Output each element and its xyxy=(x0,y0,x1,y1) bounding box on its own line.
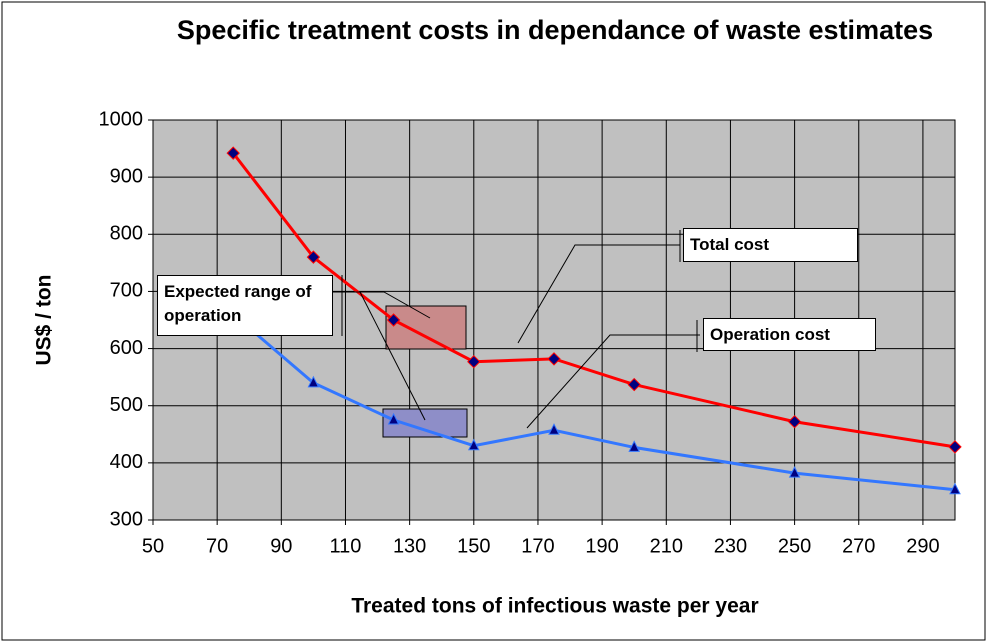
marker xyxy=(628,440,641,452)
x-tick-label: 290 xyxy=(906,535,939,557)
x-tick-label: 70 xyxy=(206,535,228,557)
y-axis-label: US$ / ton xyxy=(33,274,56,365)
x-tick-label: 130 xyxy=(393,535,426,557)
y-tick-label: 400 xyxy=(110,451,143,473)
series-line xyxy=(232,152,956,449)
marker xyxy=(387,412,400,425)
y-tick-label: 800 xyxy=(110,223,143,245)
x-tick-label: 210 xyxy=(650,535,683,557)
x-axis-label: Treated tons of infectious waste per yea… xyxy=(351,595,758,618)
callouts xyxy=(333,230,700,429)
chart-title: Specific treatment costs in dependance o… xyxy=(176,15,934,45)
annotation: Expected range of operation xyxy=(157,275,333,336)
marker xyxy=(787,415,802,429)
marker xyxy=(627,377,641,392)
marker xyxy=(548,423,560,435)
x-tick-label: 270 xyxy=(842,535,875,557)
marker xyxy=(467,438,480,451)
y-tick-label: 700 xyxy=(110,280,143,302)
x-tick-label: 170 xyxy=(521,535,554,557)
marker xyxy=(547,352,561,366)
marker xyxy=(386,313,401,327)
y-tick-label: 500 xyxy=(110,394,143,416)
y-tick-label: 900 xyxy=(110,165,143,187)
x-tick-label: 90 xyxy=(270,535,292,557)
marker xyxy=(307,375,320,388)
y-tick-label: 1000 xyxy=(99,108,144,130)
marker xyxy=(948,440,962,454)
x-tick-label: 150 xyxy=(457,535,490,557)
marker xyxy=(788,466,801,478)
marker xyxy=(226,146,240,160)
x-tick-label: 50 xyxy=(142,535,164,557)
x-tick-label: 250 xyxy=(778,535,811,557)
range-box-total xyxy=(385,305,467,350)
x-tick-label: 190 xyxy=(585,535,618,557)
series-line xyxy=(232,313,956,492)
x-tick-label: 110 xyxy=(330,535,362,557)
x-tick-label: 230 xyxy=(714,535,747,557)
legend-label: Total cost xyxy=(683,228,858,262)
legend-label: Operation cost xyxy=(703,318,876,351)
y-tick-label: 600 xyxy=(110,337,143,359)
y-tick-label: 300 xyxy=(110,508,143,530)
marker xyxy=(949,482,961,495)
marker xyxy=(467,355,481,369)
marker xyxy=(306,250,321,264)
